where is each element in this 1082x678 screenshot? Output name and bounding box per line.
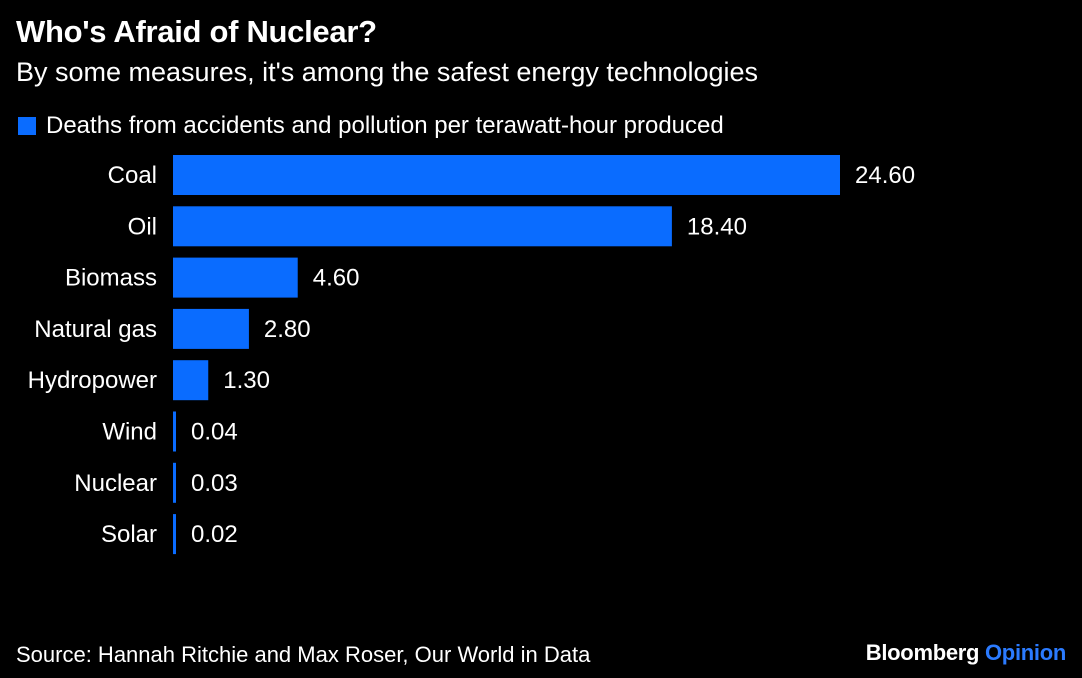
category-label: Oil xyxy=(128,213,157,240)
value-label: 4.60 xyxy=(313,265,360,292)
value-label: 2.80 xyxy=(264,316,311,343)
value-label: 24.60 xyxy=(855,162,915,189)
source-note: Source: Hannah Ritchie and Max Roser, Ou… xyxy=(16,642,591,667)
bar xyxy=(173,514,176,555)
value-label: 0.02 xyxy=(191,521,238,548)
bar-chart: Coal 24.60 Oil 18.40 Biomass 4.60 Natural gas 2… xyxy=(28,155,915,555)
category-label: Hydropower xyxy=(28,367,157,394)
legend: Deaths from accidents and pollution per … xyxy=(18,112,724,140)
category-label: Coal xyxy=(108,162,157,189)
brand-logo: Bloomberg Opinion xyxy=(865,640,1067,666)
bar xyxy=(173,308,249,349)
value-label: 18.40 xyxy=(687,213,747,240)
bar xyxy=(173,462,176,503)
category-label: Biomass xyxy=(65,265,157,292)
category-label: Natural gas xyxy=(34,316,157,343)
category-label: Solar xyxy=(101,521,157,548)
bar xyxy=(173,206,672,247)
value-label: 1.30 xyxy=(223,367,270,394)
brand-section: Opinion xyxy=(985,640,1066,665)
legend-label: Deaths from accidents and pollution per … xyxy=(46,112,724,139)
chart-title: Who's Afraid of Nuclear? xyxy=(16,14,377,49)
category-label: Nuclear xyxy=(74,470,157,497)
chart-subtitle: By some measures, it's among the safest … xyxy=(16,57,759,87)
bar xyxy=(173,257,298,298)
brand-name: Bloomberg xyxy=(865,640,980,665)
legend-swatch xyxy=(18,117,36,135)
category-label: Wind xyxy=(102,419,157,446)
bar xyxy=(173,411,176,452)
value-label: 0.04 xyxy=(191,419,238,446)
bar xyxy=(173,155,840,195)
bar xyxy=(173,360,209,401)
value-label: 0.03 xyxy=(191,470,238,497)
